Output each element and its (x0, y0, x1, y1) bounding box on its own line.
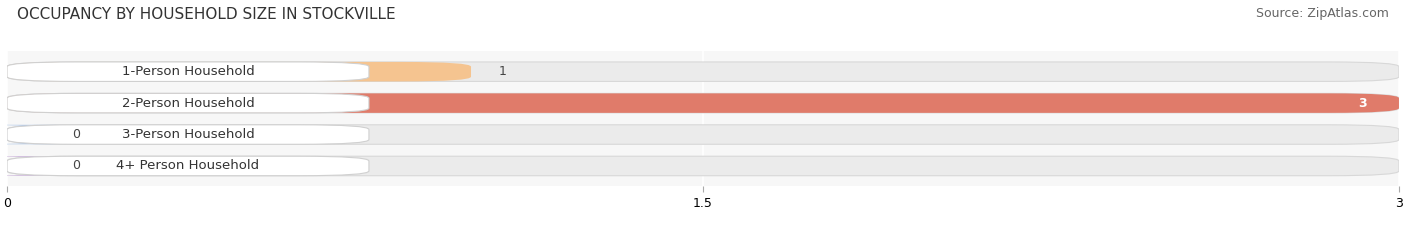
FancyBboxPatch shape (0, 156, 76, 176)
FancyBboxPatch shape (7, 93, 1399, 113)
FancyBboxPatch shape (7, 156, 368, 176)
FancyBboxPatch shape (0, 125, 76, 144)
FancyBboxPatch shape (7, 125, 1399, 144)
Text: Source: ZipAtlas.com: Source: ZipAtlas.com (1256, 7, 1389, 20)
Text: 0: 0 (72, 159, 80, 172)
Text: OCCUPANCY BY HOUSEHOLD SIZE IN STOCKVILLE: OCCUPANCY BY HOUSEHOLD SIZE IN STOCKVILL… (17, 7, 395, 22)
Text: 3: 3 (1358, 97, 1367, 110)
Text: 0: 0 (72, 128, 80, 141)
Text: 2-Person Household: 2-Person Household (121, 97, 254, 110)
Text: 3-Person Household: 3-Person Household (121, 128, 254, 141)
FancyBboxPatch shape (7, 62, 1399, 81)
Text: 1: 1 (499, 65, 506, 78)
Text: 1-Person Household: 1-Person Household (121, 65, 254, 78)
Text: 4+ Person Household: 4+ Person Household (117, 159, 260, 172)
FancyBboxPatch shape (7, 62, 368, 81)
FancyBboxPatch shape (7, 93, 368, 113)
FancyBboxPatch shape (7, 156, 1399, 176)
FancyBboxPatch shape (7, 62, 471, 81)
FancyBboxPatch shape (7, 93, 1399, 113)
FancyBboxPatch shape (7, 125, 368, 144)
